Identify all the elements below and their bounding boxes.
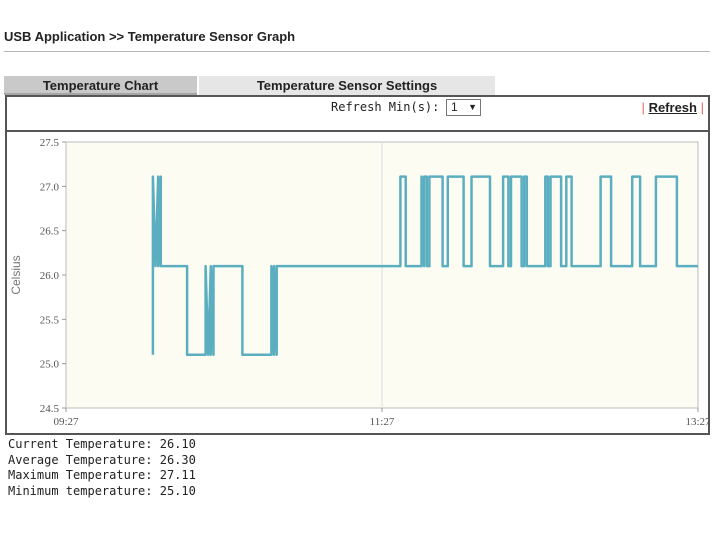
x-tick-label: 09:27	[53, 416, 79, 428]
x-axis: 09:27 11:27 13:27	[53, 408, 708, 428]
refresh-interval-select[interactable]: 1 ▼	[446, 99, 481, 116]
temperature-stats: Current Temperature: 26.10 Average Tempe…	[8, 437, 196, 499]
average-temperature: Average Temperature: 26.30	[8, 452, 196, 467]
y-axis: 24.5 25.0 25.5 26.0 26.5 27.0 27.5	[40, 137, 66, 415]
y-tick-label: 26.5	[40, 226, 60, 238]
tab-bar: Temperature Chart Temperature Sensor Set…	[4, 76, 495, 95]
temperature-chart: 24.5 25.0 25.5 26.0 26.5 27.0 27.5 09:27 11:27 1…	[5, 130, 710, 435]
y-tick-label: 24.5	[40, 403, 60, 415]
separator-icon: |	[700, 100, 704, 115]
y-axis-label: Celsius	[9, 255, 23, 294]
current-temperature: Current Temperature: 26.10	[8, 437, 196, 451]
y-tick-label: 25.0	[40, 359, 60, 371]
maximum-temperature: Maximum Temperature: 27.11	[8, 468, 196, 482]
refresh-link-wrap: | Refresh |	[642, 100, 704, 115]
x-tick-label: 13:27	[685, 416, 708, 428]
tab-temperature-chart[interactable]: Temperature Chart	[4, 76, 197, 95]
y-tick-label: 27.5	[40, 137, 60, 149]
refresh-button[interactable]: Refresh	[648, 100, 697, 115]
refresh-interval-label: Refresh Min(s):	[331, 100, 440, 114]
chevron-down-icon: ▼	[468, 102, 477, 112]
y-tick-label: 25.5	[40, 314, 60, 326]
refresh-toolbar: Refresh Min(s): 1 ▼ | Refresh |	[5, 95, 710, 132]
x-tick-label: 11:27	[370, 416, 395, 428]
y-tick-label: 26.0	[40, 270, 60, 282]
separator-icon: |	[641, 100, 645, 115]
title-divider	[4, 51, 710, 52]
tab-temperature-sensor-settings[interactable]: Temperature Sensor Settings	[199, 76, 495, 95]
refresh-interval-value: 1	[451, 100, 458, 114]
minimum-temperature: Minimum temperature: 25.10	[8, 483, 196, 498]
chart-svg: 24.5 25.0 25.5 26.0 26.5 27.0 27.5 09:27 11:27 1…	[9, 137, 708, 428]
breadcrumb: USB Application >> Temperature Sensor Gr…	[4, 29, 296, 44]
y-tick-label: 27.0	[40, 181, 60, 193]
series-line	[151, 175, 698, 357]
